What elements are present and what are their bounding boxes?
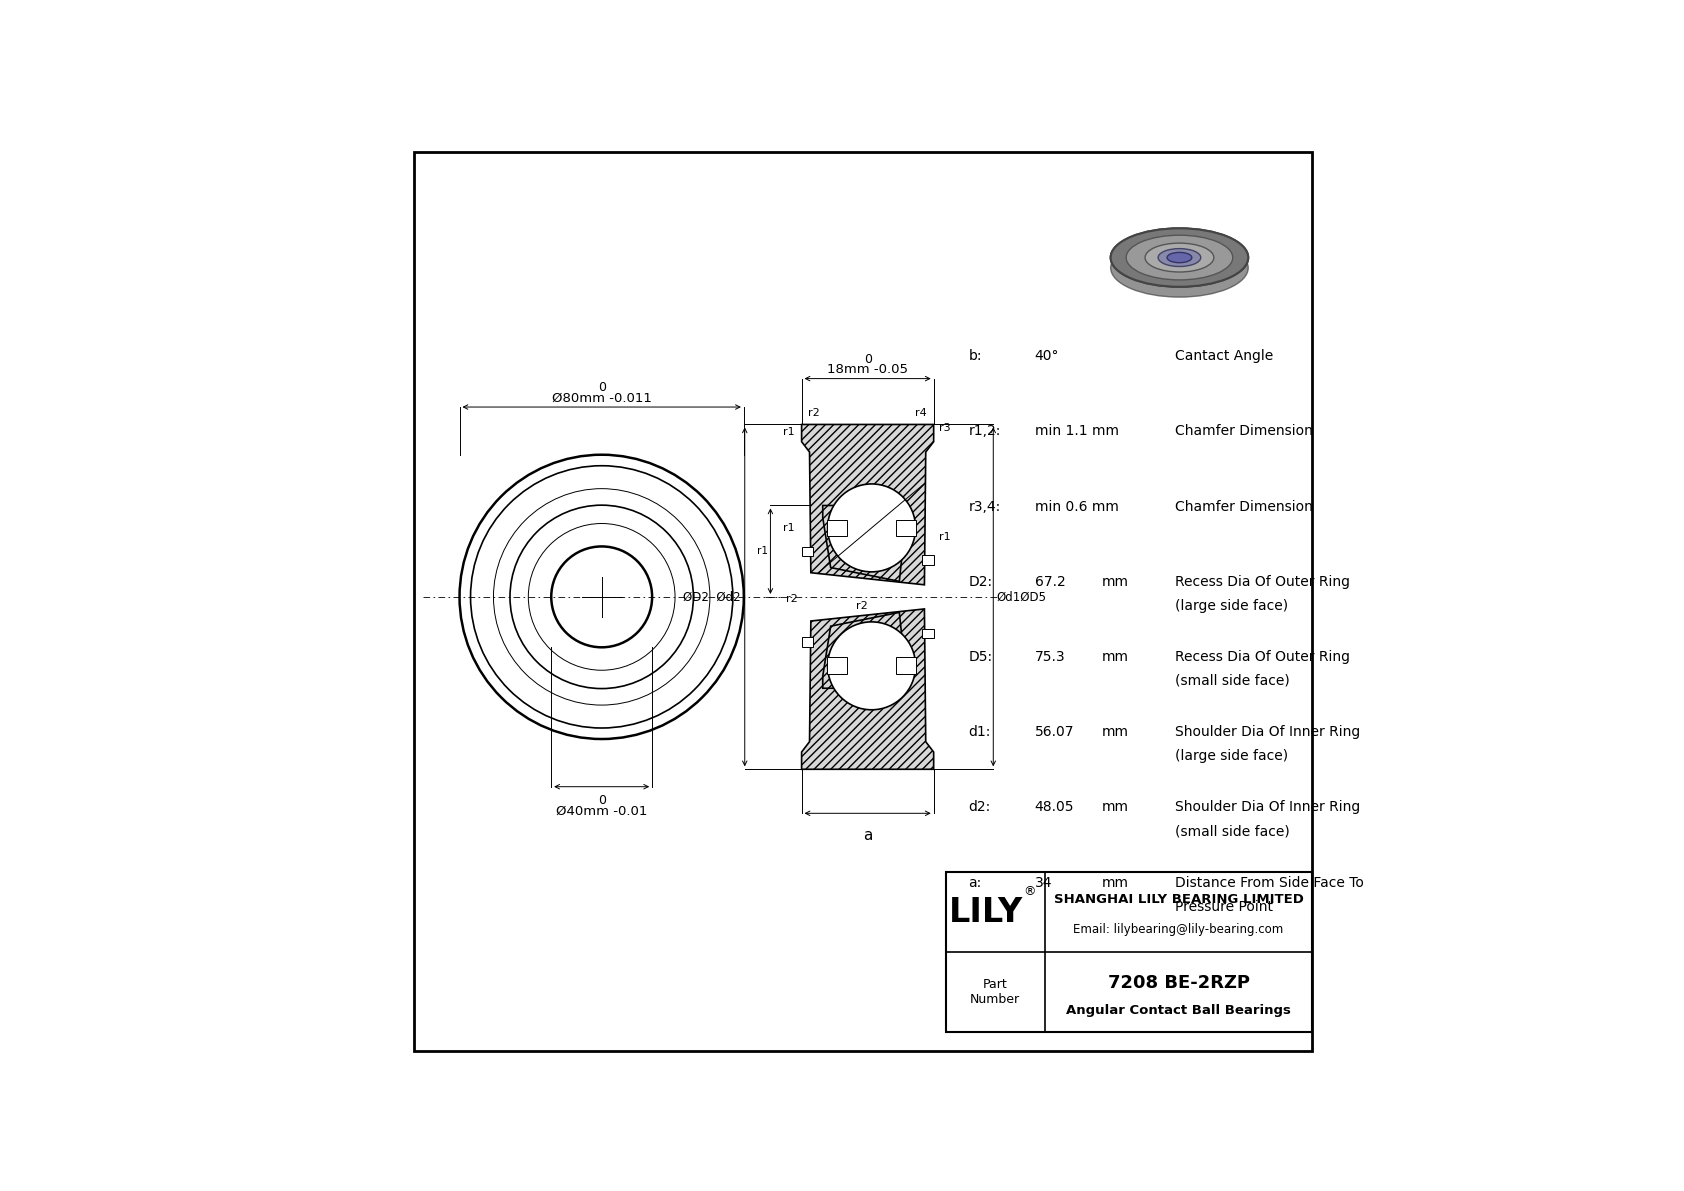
Polygon shape	[823, 505, 906, 581]
Text: (small side face): (small side face)	[1175, 674, 1290, 688]
Text: mm: mm	[1101, 575, 1128, 588]
Polygon shape	[921, 555, 933, 565]
Text: 0: 0	[864, 353, 872, 366]
Text: 40°: 40°	[1034, 349, 1059, 363]
Bar	[896, 519, 916, 536]
Bar	[827, 657, 847, 674]
Text: 18mm -0.05: 18mm -0.05	[827, 363, 908, 376]
Text: min 1.1 mm: min 1.1 mm	[1034, 424, 1118, 438]
Text: Distance From Side Face To: Distance From Side Face To	[1175, 875, 1364, 890]
Text: r3: r3	[940, 423, 951, 434]
Text: 7208 BE-2RZP: 7208 BE-2RZP	[1108, 974, 1250, 992]
Text: Recess Dia Of Outer Ring: Recess Dia Of Outer Ring	[1175, 650, 1351, 665]
Text: Chamfer Dimension: Chamfer Dimension	[1175, 424, 1314, 438]
Text: LILY: LILY	[948, 896, 1024, 929]
Text: Email: lilybearing@lily-bearing.com: Email: lilybearing@lily-bearing.com	[1073, 923, 1283, 936]
Text: (large side face): (large side face)	[1175, 599, 1288, 612]
Text: Ød1ØD5: Ød1ØD5	[997, 591, 1047, 604]
Circle shape	[827, 484, 916, 572]
Polygon shape	[823, 612, 906, 688]
Text: Part
Number: Part Number	[970, 978, 1021, 1006]
Text: D5:: D5:	[968, 650, 992, 665]
Text: r2: r2	[857, 601, 869, 611]
Text: r3,4:: r3,4:	[968, 500, 1000, 513]
Text: Recess Dia Of Outer Ring: Recess Dia Of Outer Ring	[1175, 575, 1351, 588]
Text: r1: r1	[940, 532, 951, 542]
Text: a: a	[862, 828, 872, 843]
Text: r2: r2	[786, 594, 798, 604]
Text: r1: r1	[783, 426, 795, 437]
Text: Shoulder Dia Of Inner Ring: Shoulder Dia Of Inner Ring	[1175, 725, 1361, 740]
Text: d2:: d2:	[968, 800, 990, 815]
Text: b:: b:	[968, 349, 982, 363]
Text: 0: 0	[598, 794, 606, 807]
Text: mm: mm	[1101, 650, 1128, 665]
Text: Shoulder Dia Of Inner Ring: Shoulder Dia Of Inner Ring	[1175, 800, 1361, 815]
Text: Angular Contact Ball Bearings: Angular Contact Ball Bearings	[1066, 1004, 1292, 1016]
Text: ØD2  Ød2: ØD2 Ød2	[684, 591, 741, 604]
Text: d1:: d1:	[968, 725, 990, 740]
Text: 67.2: 67.2	[1034, 575, 1066, 588]
Text: mm: mm	[1101, 800, 1128, 815]
Text: r1,2:: r1,2:	[968, 424, 1000, 438]
Text: 75.3: 75.3	[1034, 650, 1066, 665]
Text: Ø40mm -0.01: Ø40mm -0.01	[556, 805, 647, 818]
Polygon shape	[921, 629, 933, 638]
Text: ®: ®	[1024, 885, 1036, 898]
Text: Cantact Angle: Cantact Angle	[1175, 349, 1273, 363]
Text: 34: 34	[1034, 875, 1052, 890]
Text: 0: 0	[598, 381, 606, 394]
Text: mm: mm	[1101, 875, 1128, 890]
Polygon shape	[802, 637, 813, 647]
Ellipse shape	[1111, 238, 1248, 297]
Bar	[827, 519, 847, 536]
Bar	[946, 872, 1312, 1033]
Text: (large side face): (large side face)	[1175, 749, 1288, 763]
Polygon shape	[802, 547, 813, 556]
Text: (small side face): (small side face)	[1175, 824, 1290, 838]
Ellipse shape	[1145, 243, 1214, 272]
Ellipse shape	[1111, 229, 1248, 287]
Ellipse shape	[1127, 235, 1233, 280]
Text: b: b	[872, 623, 879, 634]
Text: Pressure Point: Pressure Point	[1175, 899, 1273, 913]
Text: Chamfer Dimension: Chamfer Dimension	[1175, 500, 1314, 513]
Text: min 0.6 mm: min 0.6 mm	[1034, 500, 1118, 513]
Text: r4: r4	[914, 409, 926, 418]
Polygon shape	[802, 424, 933, 585]
Text: a:: a:	[968, 875, 982, 890]
Text: r1: r1	[783, 523, 795, 534]
Bar	[896, 657, 916, 674]
Ellipse shape	[1167, 252, 1192, 263]
Text: Ø80mm -0.011: Ø80mm -0.011	[552, 392, 652, 404]
Text: r2: r2	[808, 409, 820, 418]
Ellipse shape	[1111, 229, 1248, 287]
Circle shape	[827, 622, 916, 710]
Text: 56.07: 56.07	[1034, 725, 1074, 740]
Text: D2:: D2:	[968, 575, 992, 588]
Text: mm: mm	[1101, 725, 1128, 740]
Text: r1: r1	[756, 547, 768, 556]
Ellipse shape	[1159, 249, 1201, 267]
Text: SHANGHAI LILY BEARING LIMITED: SHANGHAI LILY BEARING LIMITED	[1054, 893, 1303, 906]
Text: 48.05: 48.05	[1034, 800, 1074, 815]
Polygon shape	[802, 609, 933, 769]
